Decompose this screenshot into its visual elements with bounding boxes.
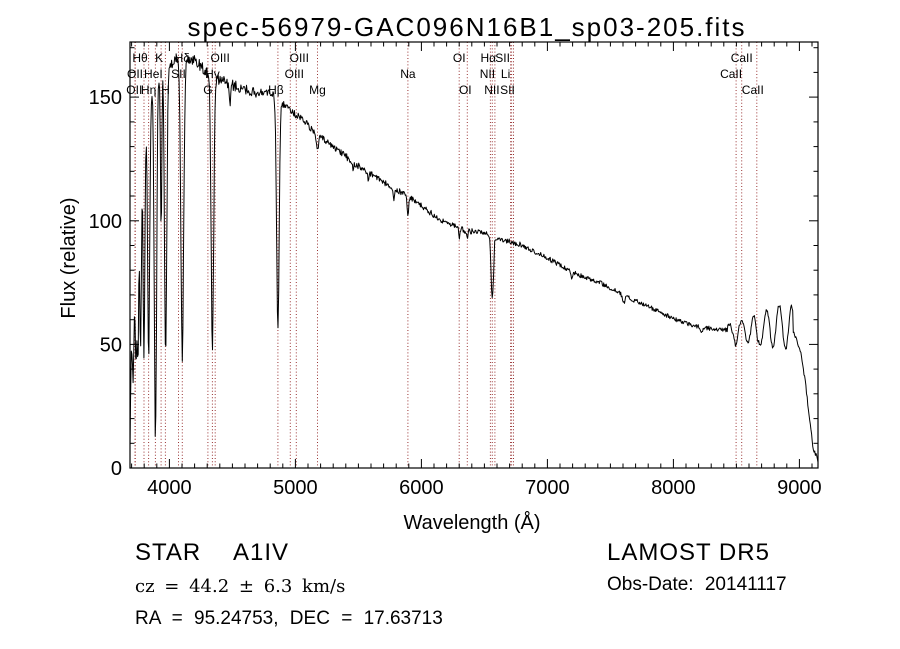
survey-release: LAMOST DR5: [607, 539, 770, 566]
y-axis-tick-label: 0: [111, 458, 122, 480]
object-type: STAR: [135, 539, 201, 566]
y-axis-tick-label: 150: [89, 87, 122, 109]
spectral-line-label: Li: [501, 67, 510, 81]
spectral-line-label: OIII: [285, 67, 304, 81]
spectral-line-label: Hβ: [268, 83, 284, 97]
spectral-line-label: OIII: [211, 51, 230, 65]
spectral-line-label: HeI: [144, 67, 163, 81]
spectral-line-label: Hα: [480, 51, 496, 65]
plot-area: OIIOIIHθHηHeIKHSIIHδGHγOIIIHβOIIIOIIIMgN…: [89, 41, 822, 499]
spectral-line-label: Na: [400, 67, 416, 81]
spectral-line-label: NII: [480, 67, 495, 81]
x-axis-tick-label: 4000: [147, 477, 192, 499]
x-axis-tick-label: 8000: [651, 477, 696, 499]
y-axis-tick-label: 50: [100, 334, 122, 356]
plot-frame: [129, 41, 819, 469]
y-axis-tick-label: 100: [89, 211, 122, 233]
spectral-line-label: OII: [126, 83, 142, 97]
spectral-line-label: SII: [495, 51, 510, 65]
spectral-class: A1IV: [233, 539, 289, 566]
spectral-line-label: H: [161, 83, 170, 97]
x-axis-tick-label: 6000: [399, 477, 444, 499]
spectral-line-label: Hθ: [132, 51, 148, 65]
spectral-line-label: CaII: [720, 67, 742, 81]
obs-date: Obs-Date: 20141117: [607, 574, 787, 595]
spectral-line-label: Hη: [141, 83, 156, 97]
spectral-line-label: OII: [127, 67, 143, 81]
spectral-line-label: CaII: [731, 51, 753, 65]
y-axis-label: Flux (relative): [58, 197, 80, 318]
x-axis-tick-label: 9000: [777, 477, 822, 499]
spectral-line-label: OI: [453, 51, 466, 65]
spectral-line-label: OIII: [290, 51, 309, 65]
spectral-line-label: NII: [484, 83, 499, 97]
spectral-line-label: CaII: [742, 83, 764, 97]
spectral-line-label: OI: [459, 83, 472, 97]
plot-title: spec-56979-GAC096N16B1_sp03-205.fits: [187, 12, 746, 42]
ra-dec-value: RA = 95.24753, DEC = 17.63713: [135, 608, 443, 629]
x-axis-tick-label: 5000: [273, 477, 318, 499]
x-axis-label: Wavelength (Å): [403, 511, 540, 534]
spectral-line-label: G: [203, 83, 212, 97]
spectrum-curve: [129, 55, 819, 462]
cz-value: cz = 44.2 ± 6.3 km/s: [135, 576, 345, 597]
spectral-line-label: K: [155, 51, 163, 65]
spectral-line-label: SII: [500, 83, 515, 97]
spectral-line-label: Mg: [309, 83, 326, 97]
x-axis-tick-label: 7000: [525, 477, 570, 499]
